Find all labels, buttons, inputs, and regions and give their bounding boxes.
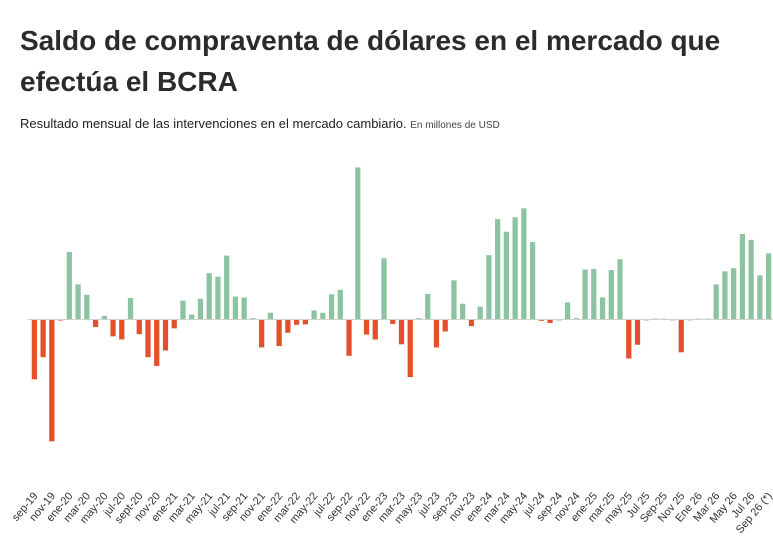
bar-nov-24 (573, 318, 579, 320)
bar-ene-22 (276, 319, 282, 347)
bar-nov-21 (259, 319, 265, 348)
bar-oct-21 (250, 318, 256, 320)
bar-mar-20 (84, 294, 90, 320)
bar-jul-22 (328, 294, 335, 320)
chart-title: Saldo de compraventa de dólares en el me… (20, 25, 721, 97)
bar-nov-19 (49, 319, 55, 442)
bar-mar-22 (293, 319, 300, 325)
bars-group (31, 167, 772, 442)
bar-ago-23 (442, 319, 448, 332)
bar-jul-24 (538, 319, 544, 321)
bar-may-22 (311, 310, 317, 320)
bar-may-20 (101, 315, 107, 320)
bar-ago-20 (127, 297, 134, 320)
bar-jun-23 (425, 293, 431, 320)
bar-feb-24 (495, 219, 501, 320)
bar-feb-23 (390, 319, 396, 324)
bar-dic-20 (162, 319, 169, 351)
bar-jun-24 (530, 242, 536, 320)
bar-sept-20 (136, 319, 142, 335)
bar-Mar 26 (713, 284, 719, 320)
bar-jun-22 (320, 312, 326, 320)
bar-oct-24 (564, 302, 571, 320)
bar-ene-23 (381, 258, 387, 320)
bar-ene-25 (591, 269, 597, 320)
bar-May 26 (731, 268, 737, 320)
bar-feb-25 (599, 297, 606, 320)
subtitle-text: Resultado mensual de las intervenciones … (20, 116, 407, 131)
bar-oct-20 (145, 319, 151, 358)
bar-may-25 (626, 319, 632, 359)
bar-oct-19 (40, 319, 46, 358)
bar-jun-25 (634, 319, 641, 345)
bar-sep-23 (451, 280, 457, 320)
bar-sep-22 (346, 319, 352, 356)
unit-label: En millones de USD (410, 120, 500, 131)
bar-Ago 26 (757, 275, 763, 320)
bar-ene-21 (171, 319, 177, 329)
bar-ago-22 (337, 289, 343, 320)
bar-nov-23 (468, 319, 475, 327)
bar-mar-24 (503, 231, 510, 320)
bar-mar-25 (608, 270, 614, 320)
bar-feb-22 (285, 319, 291, 333)
bar-mar-21 (189, 314, 195, 320)
bar-abr-22 (302, 319, 308, 325)
bar-sep-19 (31, 319, 37, 380)
bar-may-23 (416, 318, 422, 320)
bar-abr-24 (512, 217, 518, 320)
bar-ago-21 (232, 296, 239, 320)
bar-ene-24 (486, 255, 492, 320)
chart-subtitle: Resultado mensual de las intervenciones … (20, 116, 500, 131)
bar-Sep 26 (*) (766, 253, 772, 320)
bar-Jun 26 (739, 234, 746, 320)
bar-dic-24 (582, 269, 588, 320)
bar-nov-20 (154, 319, 160, 367)
x-axis-tick-labels: sep-19nov-19ene-20mar-20may-20jul-20sept… (10, 490, 773, 536)
bar-jun-21 (215, 276, 221, 320)
bar-dic-22 (372, 319, 378, 340)
bar-may-24 (521, 208, 527, 320)
bar-jul-23 (433, 319, 440, 348)
bar-abr-20 (92, 319, 99, 328)
bar-dic-23 (477, 306, 483, 320)
bar-mar-23 (398, 319, 405, 345)
bar-sep-21 (241, 297, 247, 320)
bar-Nov-25 (678, 319, 684, 353)
bar-nov-22 (363, 319, 370, 335)
bar-oct-22 (355, 167, 361, 320)
bar-Abr 26 (722, 271, 728, 320)
bar-feb-21 (180, 300, 186, 320)
bar-jul-21 (224, 255, 230, 320)
bar-may-21 (206, 273, 212, 320)
bar-ago-24 (547, 319, 553, 324)
bar-feb-20 (75, 284, 81, 320)
bar-abr-25 (617, 259, 623, 320)
bar-jun-20 (110, 319, 116, 337)
bar-abr-21 (197, 298, 204, 320)
bar-abr-23 (407, 319, 413, 378)
bar-oct-23 (460, 303, 466, 320)
bar-jul-20 (119, 319, 125, 340)
bar-ene-20 (66, 252, 72, 320)
bar-Jul 26 (748, 239, 754, 320)
bar-dic-21 (267, 312, 273, 320)
